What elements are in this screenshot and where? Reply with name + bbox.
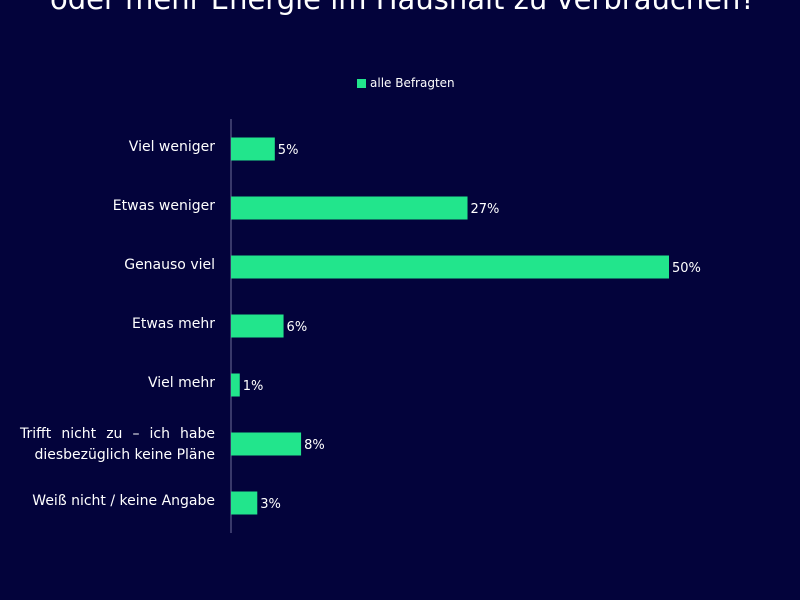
category-label: Genauso viel xyxy=(124,257,215,273)
data-label: 8% xyxy=(304,438,325,453)
category-label: Etwas mehr xyxy=(132,316,215,332)
category-label: Etwas weniger xyxy=(112,198,215,214)
legend-swatch xyxy=(357,78,366,88)
data-label: 27% xyxy=(471,202,500,217)
category-label: Viel weniger xyxy=(128,139,215,155)
bar xyxy=(231,432,302,456)
category-label: Viel mehr xyxy=(148,375,215,391)
bar xyxy=(231,255,669,279)
bar xyxy=(231,137,275,161)
data-label: 5% xyxy=(278,143,299,158)
data-label: 1% xyxy=(243,379,264,394)
legend-label: alle Befragten xyxy=(370,76,455,90)
bar xyxy=(231,196,468,220)
data-label: 6% xyxy=(287,320,308,335)
category-label: Trifft nicht zu – ich habe diesbezüglich… xyxy=(20,426,215,463)
category-label: Weiß nicht / keine Angabe xyxy=(32,493,215,509)
bar xyxy=(231,373,240,397)
legend: alle Befragten xyxy=(357,76,455,90)
chart-title: oder mehr Energie im Haushalt zu verbrau… xyxy=(50,0,756,16)
data-label: 50% xyxy=(672,261,701,276)
bar xyxy=(231,491,258,515)
data-label: 3% xyxy=(260,497,281,512)
bar xyxy=(231,314,284,338)
